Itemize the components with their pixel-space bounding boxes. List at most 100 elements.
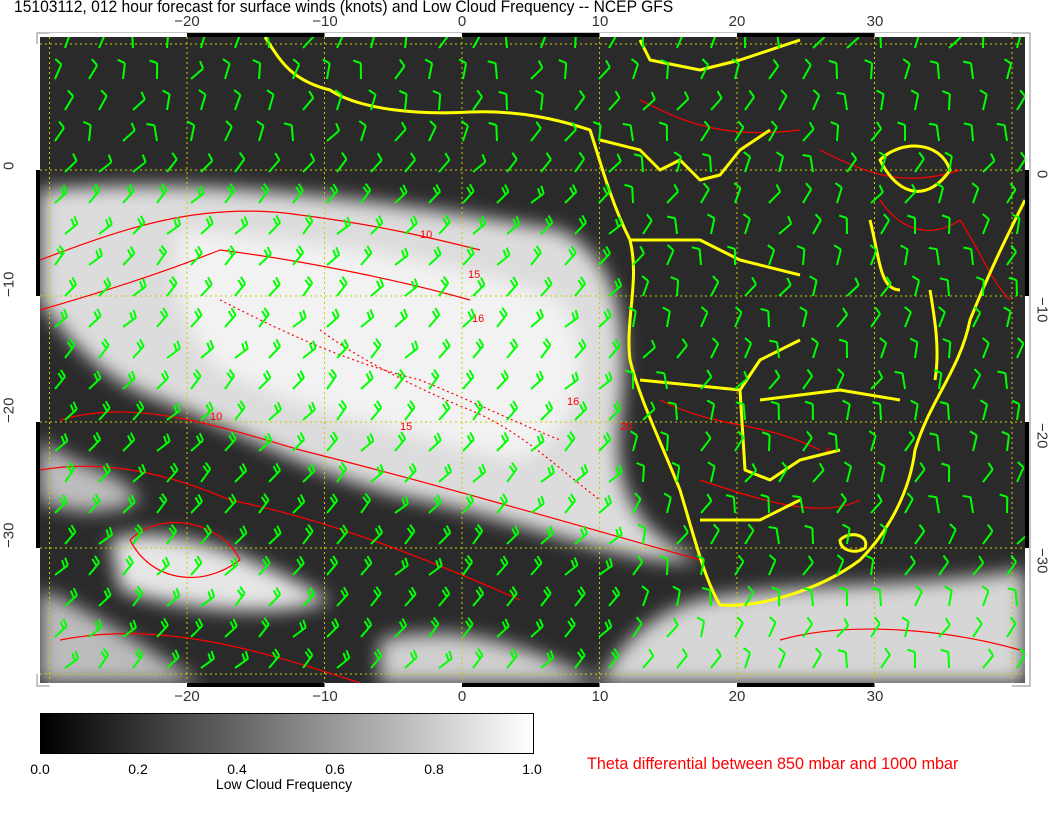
wind-barb xyxy=(88,308,102,328)
svg-text:20: 20 xyxy=(620,421,632,433)
wind-barb xyxy=(302,524,314,545)
wind-barb xyxy=(258,432,273,452)
wind-barb xyxy=(574,525,589,545)
wind-barb xyxy=(394,495,409,514)
svg-text:10: 10 xyxy=(210,411,222,423)
wind-barb xyxy=(424,58,434,80)
wind-barb xyxy=(292,619,307,638)
wind-barb xyxy=(233,89,242,111)
wind-barb xyxy=(268,152,281,173)
colorbar xyxy=(40,713,534,754)
wind-barb xyxy=(981,337,990,359)
wind-barb xyxy=(997,370,1008,390)
wind-barb xyxy=(292,555,305,576)
wind-barb xyxy=(574,401,588,421)
wind-barb xyxy=(370,152,383,173)
wind-barb xyxy=(266,37,270,49)
wind-barb xyxy=(166,152,178,173)
wind-barb xyxy=(326,618,340,638)
wind-barb xyxy=(504,37,508,49)
wind-barb xyxy=(744,89,755,111)
wind-barb xyxy=(802,154,814,173)
wind-barb xyxy=(906,648,916,669)
wind-barb xyxy=(360,492,372,514)
lat-border-bar xyxy=(1025,44,1029,170)
wind-barb xyxy=(336,586,349,607)
wind-barb xyxy=(778,277,792,297)
wind-barb xyxy=(768,616,777,638)
lat-border-bar xyxy=(1025,422,1029,548)
wind-barb xyxy=(802,368,814,390)
wind-barb xyxy=(394,184,408,204)
wind-barb xyxy=(726,245,736,266)
wind-barb xyxy=(910,89,920,111)
wind-barb xyxy=(370,277,385,297)
wind-barb xyxy=(900,244,909,266)
wind-barb xyxy=(733,182,742,204)
wind-barb xyxy=(700,369,713,390)
wind-barb xyxy=(700,120,711,142)
wind-barb xyxy=(812,89,821,111)
wind-barb xyxy=(98,526,114,545)
wind-barb xyxy=(428,494,442,514)
wind-barb xyxy=(64,650,79,669)
lon-border-bar xyxy=(599,33,737,37)
wind-barb xyxy=(462,183,475,204)
lat-border-bar xyxy=(1025,296,1029,422)
wind-barb xyxy=(1006,182,1017,204)
wind-barb xyxy=(472,400,484,421)
wind-barb xyxy=(743,647,751,669)
wind-barb xyxy=(358,120,367,142)
lon-tick-top: 20 xyxy=(728,13,746,30)
wind-barb xyxy=(64,37,70,49)
lat-border-bar xyxy=(36,548,40,674)
wind-barb xyxy=(98,216,113,235)
wind-barb xyxy=(506,400,519,421)
wind-barb xyxy=(870,306,881,328)
wind-barb xyxy=(625,369,634,389)
wind-barb xyxy=(428,184,441,204)
wind-barb xyxy=(608,90,621,111)
wind-barb xyxy=(322,58,331,80)
wind-barb xyxy=(812,213,822,235)
wind-barb xyxy=(370,400,383,421)
wind-barb xyxy=(326,246,341,266)
wind-barb xyxy=(292,245,305,266)
wind-barb xyxy=(234,650,250,669)
wind-barb xyxy=(64,401,78,421)
wind-barb xyxy=(472,648,484,669)
wind-barb xyxy=(962,494,974,514)
wind-barb xyxy=(642,401,656,421)
wind-barb xyxy=(132,154,147,173)
wind-barb xyxy=(326,308,340,328)
wind-barb xyxy=(944,585,953,607)
map-border-bars xyxy=(36,33,1029,687)
wind-barb xyxy=(981,585,990,607)
wind-barb xyxy=(842,399,851,421)
wind-barb xyxy=(506,216,521,235)
wind-barb xyxy=(149,59,159,80)
wind-barb xyxy=(828,59,838,80)
wind-barb xyxy=(870,121,883,142)
wind-barb xyxy=(770,400,780,421)
wind-barb xyxy=(534,89,544,111)
wind-barb xyxy=(878,151,887,173)
wind-barb xyxy=(540,650,555,669)
wind-barb xyxy=(996,122,1008,142)
wind-barb xyxy=(564,557,579,576)
wind-barb xyxy=(404,649,418,669)
wind-barb xyxy=(122,122,136,142)
wind-barb xyxy=(734,430,745,452)
wind-barb xyxy=(802,182,813,204)
wind-barb xyxy=(256,120,265,142)
wind-barb xyxy=(540,276,553,297)
wind-barb xyxy=(117,58,126,80)
wind-barb xyxy=(404,215,418,235)
wind-barb xyxy=(487,60,498,80)
wind-barb xyxy=(488,121,498,142)
wind-barb xyxy=(370,338,382,359)
wind-barb xyxy=(88,493,101,514)
wind-barb xyxy=(234,586,246,607)
wind-barb xyxy=(292,431,306,452)
wind-barb xyxy=(872,401,882,421)
